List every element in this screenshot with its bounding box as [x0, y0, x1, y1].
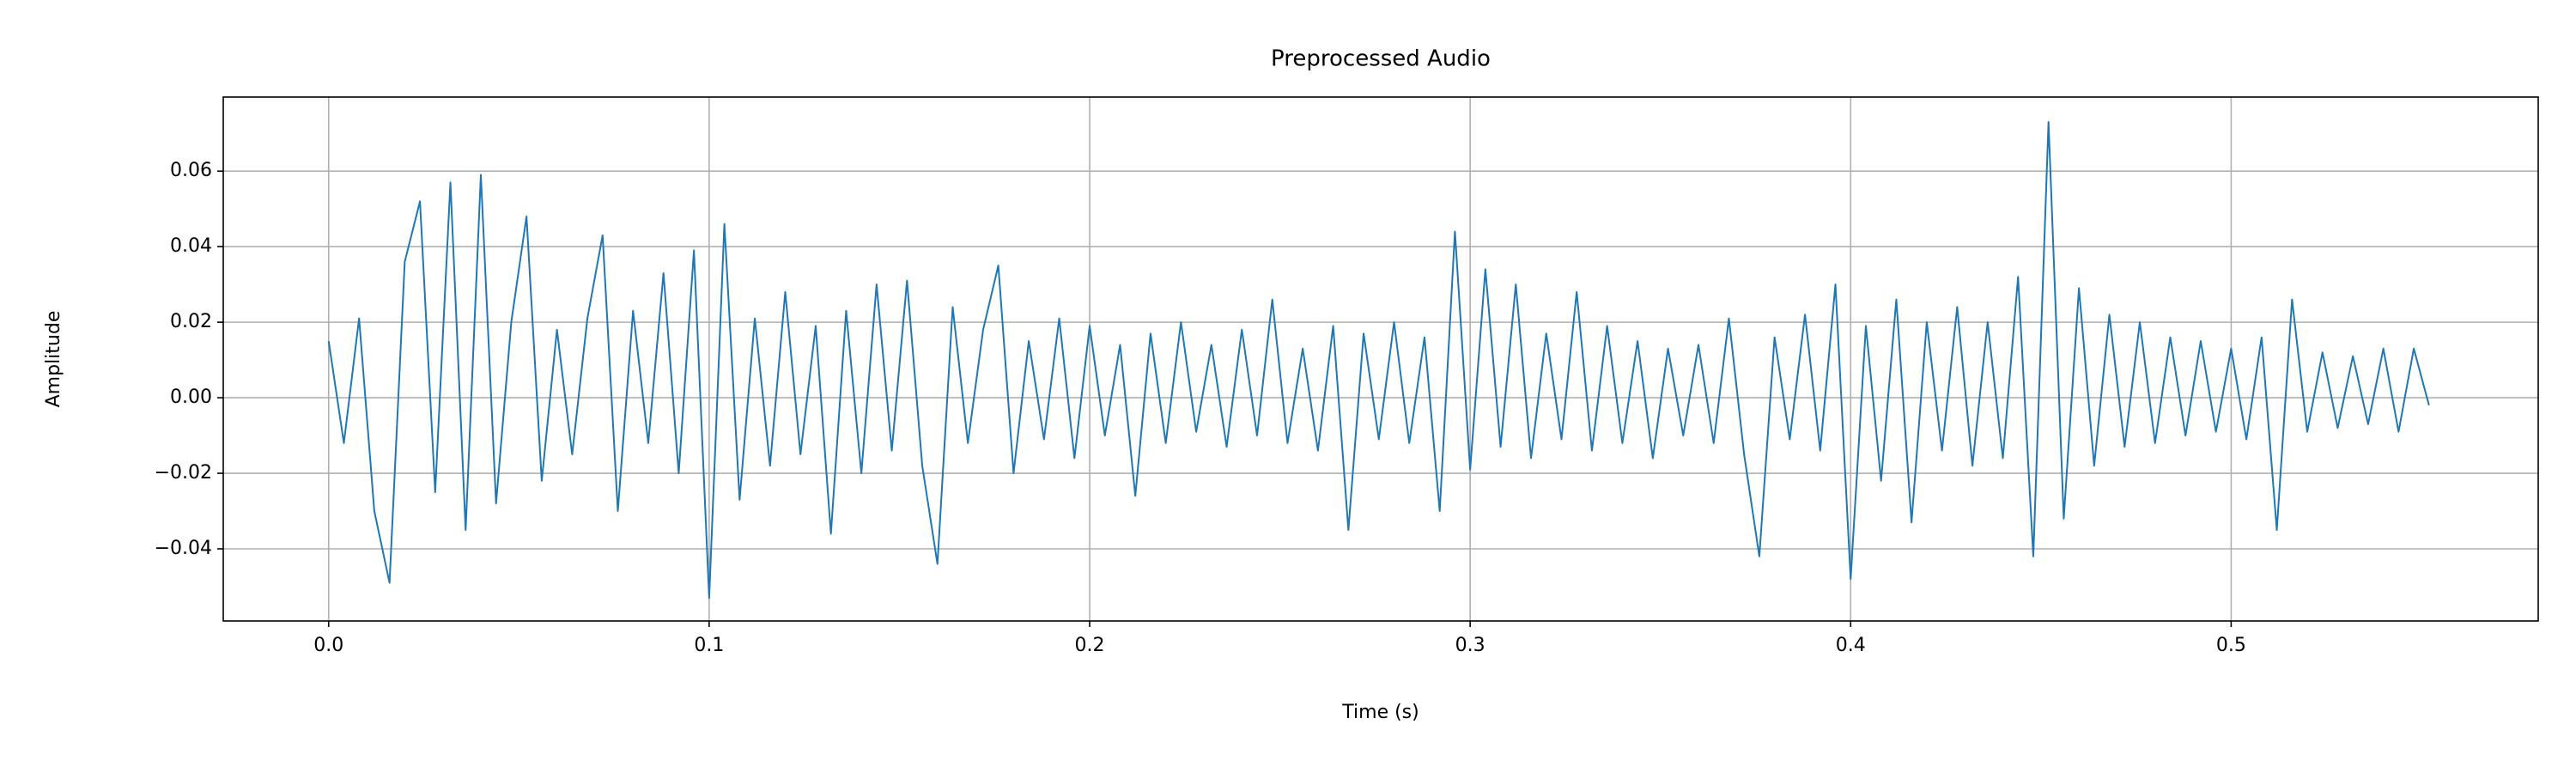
plot-frame [222, 96, 2539, 622]
y-tick-label: −0.02 [155, 462, 212, 484]
x-tick-label: 0.1 [694, 635, 724, 656]
y-tick-label: 0.04 [170, 235, 212, 257]
x-tick-label: 0.0 [313, 635, 343, 656]
y-axis-label: Amplitude [43, 311, 64, 408]
y-tick-label: 0.06 [170, 160, 212, 181]
y-tick-label: 0.00 [170, 386, 212, 408]
y-tick-label: −0.04 [155, 538, 212, 559]
x-tick-label: 0.3 [1455, 635, 1485, 656]
x-tick-label: 0.2 [1075, 635, 1105, 656]
y-tick-label: 0.02 [170, 311, 212, 332]
chart-title: Preprocessed Audio [1271, 46, 1491, 72]
x-tick-label: 0.4 [1836, 635, 1866, 656]
waveform-line [327, 121, 2430, 600]
x-tick-label: 0.5 [2216, 635, 2246, 656]
x-axis-label: Time (s) [1341, 702, 1419, 723]
